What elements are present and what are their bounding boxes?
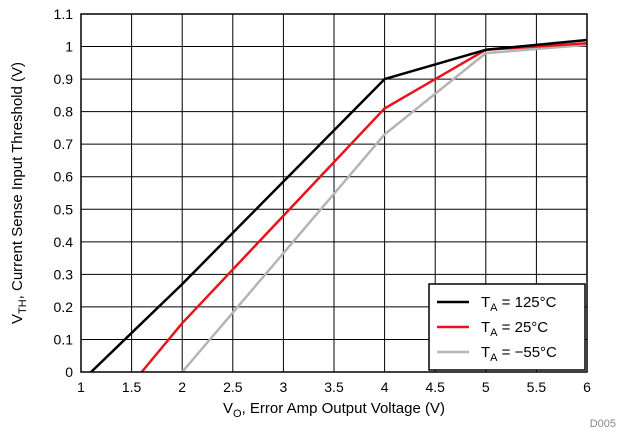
y-tick-label: 0.2 <box>54 299 74 315</box>
series-line-2 <box>181 43 588 373</box>
y-axis-title: VTH, Current Sense Input Threshold (V) <box>9 62 29 324</box>
y-axis-title-main: V <box>9 314 26 324</box>
y-tick-label: 1 <box>65 39 73 55</box>
y-tick-label: 0.4 <box>54 234 74 250</box>
plot-frame <box>80 13 588 373</box>
y-tick-label: 0.8 <box>54 104 74 120</box>
x-tick-label: 6 <box>583 379 591 395</box>
legend: TA = 125°CTA = 25°CTA = −55°C <box>428 283 586 371</box>
legend-label-main: T <box>481 294 490 311</box>
y-tick-label: 0.5 <box>54 201 74 217</box>
y-tick-labels: 0 0.1 0.2 0.3 0.4 0.5 0.6 0.7 0.8 0.9 1 1.1 <box>54 6 74 380</box>
x-tick-label: 2.5 <box>223 379 243 395</box>
y-tick-label: 0.6 <box>54 169 74 185</box>
legend-label-rest: = 125°C <box>498 294 557 311</box>
legend-label-main: T <box>481 344 490 361</box>
y-axis-title-rest: , Current Sense Input Threshold (V) <box>9 62 26 299</box>
x-tick-label: 4 <box>381 379 389 395</box>
x-tick-label: 3 <box>280 379 288 395</box>
legend-label-rest: = −55°C <box>498 344 558 361</box>
x-tick-label: 2 <box>178 379 186 395</box>
x-tick-label: 1.5 <box>122 379 142 395</box>
x-axis-title-main: V <box>223 400 233 417</box>
series-layer <box>90 38 588 373</box>
y-tick-label: 0 <box>65 364 73 380</box>
legend-label-rest: = 25°C <box>498 319 549 336</box>
legend-label-main: T <box>481 319 490 336</box>
y-tick-label: 0.1 <box>54 331 74 347</box>
legend-label-0: TA = 125°C <box>481 294 557 314</box>
legend-label-1: TA = 25°C <box>481 319 548 339</box>
legend-label-2: TA = −55°C <box>481 344 557 364</box>
y-tick-label: 0.7 <box>54 136 74 152</box>
x-tick-label: 5.5 <box>527 379 547 395</box>
x-tick-label: 5 <box>482 379 490 395</box>
y-tick-label: 1.1 <box>54 6 74 22</box>
x-axis-title-rest: , Error Amp Output Voltage (V) <box>242 400 445 417</box>
y-tick-label: 0.3 <box>54 266 74 282</box>
x-tick-label: 4.5 <box>425 379 445 395</box>
x-tick-label: 1 <box>77 379 85 395</box>
x-tick-label: 3.5 <box>324 379 344 395</box>
series-line-0 <box>90 38 588 373</box>
x-tick-labels: 1 1.5 2 2.5 3 3.5 4 4.5 5 5.5 6 <box>77 379 591 395</box>
legend-label-sub: A <box>490 327 498 339</box>
x-axis-title: VO, Error Amp Output Voltage (V) <box>223 400 445 420</box>
y-tick-label: 0.9 <box>54 71 74 87</box>
legend-label-sub: A <box>490 352 498 364</box>
x-axis-title-sub: O <box>233 408 242 420</box>
figure-id: D005 <box>590 418 616 430</box>
y-axis-title-sub: TH <box>17 299 29 314</box>
legend-label-sub: A <box>490 302 498 314</box>
